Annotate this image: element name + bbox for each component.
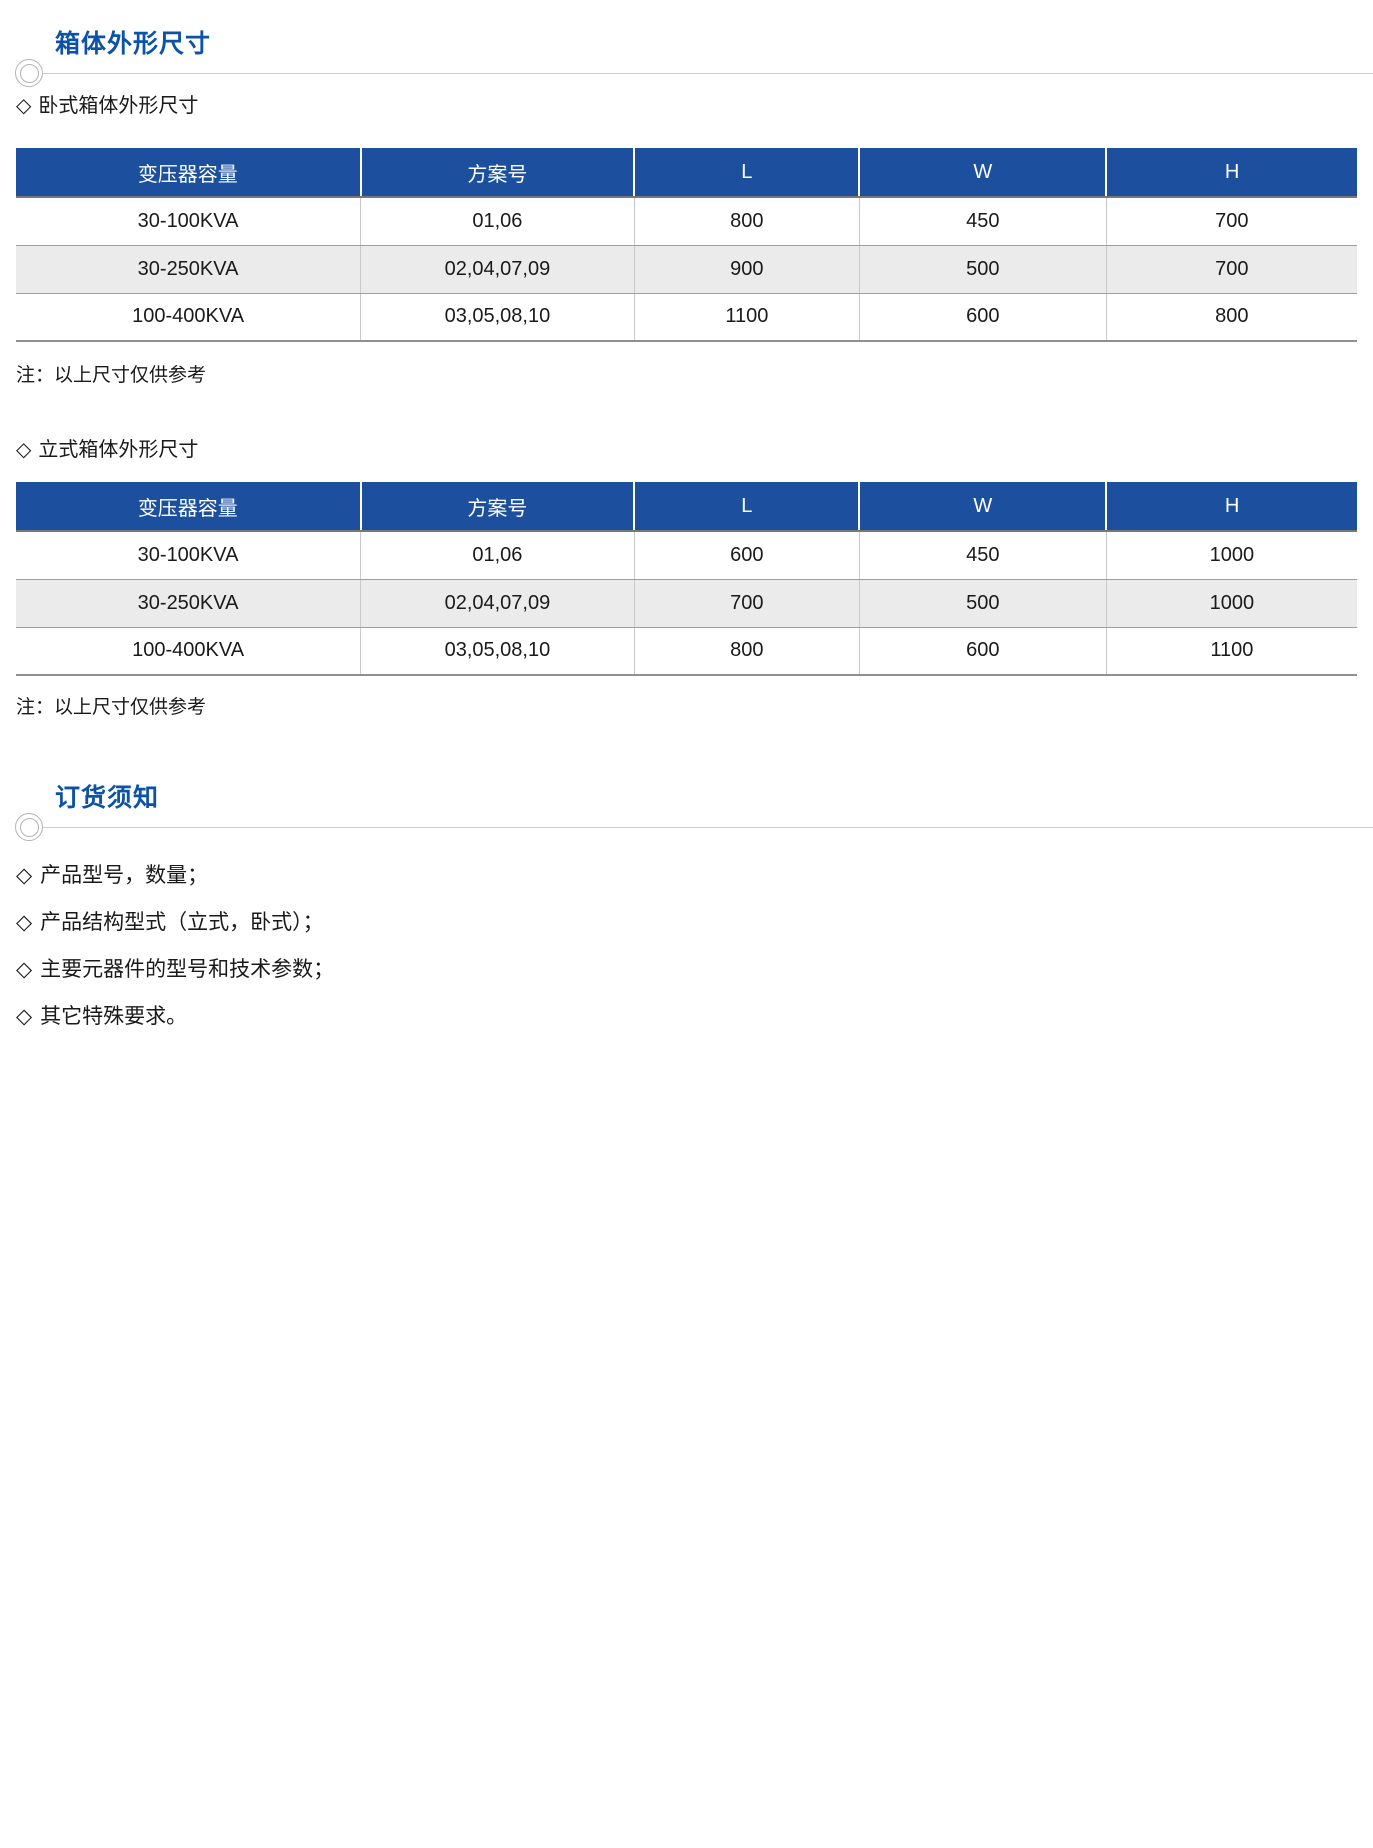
subsection-heading-label: 卧式箱体外形尺寸 — [38, 95, 199, 117]
cell-l: 800 — [634, 627, 860, 676]
table-row: 30-100KVA 01,06 800 450 700 — [16, 197, 1357, 246]
column-header-h: H — [1106, 482, 1357, 532]
table-row: 30-250KVA 02,04,07,09 700 500 1000 — [16, 579, 1357, 628]
cell-l: 1100 — [634, 293, 860, 342]
table-row: 100-400KVA 03,05,08,10 1100 600 800 — [16, 293, 1357, 342]
list-item-label: 产品型号，数量； — [40, 864, 209, 887]
table-header-row: 变压器容量 方案号 L W H — [16, 148, 1357, 198]
table-row: 100-400KVA 03,05,08,10 800 600 1100 — [16, 627, 1357, 676]
ring-icon — [15, 59, 43, 87]
diamond-icon: ◇ — [16, 864, 33, 887]
column-header-scheme: 方案号 — [360, 482, 636, 532]
cell-w: 500 — [859, 579, 1107, 628]
table-row: 30-100KVA 01,06 600 450 1000 — [16, 531, 1357, 580]
cell-scheme: 01,06 — [360, 531, 635, 580]
cell-capacity: 100-400KVA — [16, 627, 362, 676]
cell-capacity: 30-250KVA — [16, 245, 362, 294]
cell-capacity: 30-100KVA — [16, 531, 362, 580]
section-header-ordering: 订货须知 — [0, 784, 1373, 842]
cell-scheme: 03,05,08,10 — [360, 627, 635, 676]
diamond-icon: ◇ — [16, 95, 32, 117]
cell-w: 600 — [859, 293, 1107, 342]
ring-inner-icon — [19, 63, 39, 83]
column-header-scheme: 方案号 — [360, 148, 636, 198]
column-header-capacity: 变压器容量 — [16, 148, 362, 198]
vertical-dimensions-table: 变压器容量 方案号 L W H 30-100KVA 01,06 600 450 … — [16, 482, 1357, 676]
list-item-label: 产品结构型式（立式，卧式）； — [40, 911, 324, 934]
divider-line — [43, 72, 1373, 74]
column-header-capacity: 变压器容量 — [16, 482, 362, 532]
cell-l: 900 — [634, 245, 860, 294]
cell-capacity: 30-250KVA — [16, 579, 362, 628]
list-item: ◇ 产品型号，数量； — [16, 852, 1357, 899]
list-item-label: 其它特殊要求。 — [40, 1005, 188, 1028]
ordering-content: ◇ 产品型号，数量； ◇ 产品结构型式（立式，卧式）； ◇ 主要元器件的型号和技… — [0, 852, 1373, 1040]
section-divider — [0, 58, 1373, 88]
cell-h: 700 — [1106, 245, 1357, 294]
list-item: ◇ 产品结构型式（立式，卧式）； — [16, 899, 1357, 946]
subsection-heading-vertical: ◇ 立式箱体外形尺寸 — [16, 438, 1357, 462]
box-dimensions-content: ◇ 卧式箱体外形尺寸 变压器容量 方案号 L W H 30-100KVA 01,… — [0, 94, 1373, 720]
cell-h: 1100 — [1106, 627, 1357, 676]
cell-h: 1000 — [1106, 579, 1357, 628]
cell-scheme: 02,04,07,09 — [360, 579, 635, 628]
cell-h: 700 — [1106, 197, 1357, 246]
section-title-ordering: 订货须知 — [55, 784, 160, 812]
cell-scheme: 03,05,08,10 — [360, 293, 635, 342]
ring-inner-icon — [19, 817, 39, 837]
table-row: 30-250KVA 02,04,07,09 900 500 700 — [16, 245, 1357, 294]
cell-w: 600 — [859, 627, 1107, 676]
column-header-w: W — [859, 482, 1108, 532]
list-item: ◇ 主要元器件的型号和技术参数； — [16, 946, 1357, 993]
section-divider — [0, 812, 1373, 842]
cell-scheme: 01,06 — [360, 197, 635, 246]
divider-line — [43, 826, 1373, 828]
section-header-box-dimensions: 箱体外形尺寸 — [0, 0, 1373, 88]
table-note: 注：以上尺寸仅供参考 — [16, 365, 207, 386]
list-item: ◇ 其它特殊要求。 — [16, 993, 1357, 1040]
cell-h: 800 — [1106, 293, 1357, 342]
table-note: 注：以上尺寸仅供参考 — [16, 697, 207, 718]
cell-w: 450 — [859, 531, 1107, 580]
horizontal-dimensions-table: 变压器容量 方案号 L W H 30-100KVA 01,06 800 450 … — [16, 148, 1357, 342]
cell-w: 450 — [859, 197, 1107, 246]
ordering-list: ◇ 产品型号，数量； ◇ 产品结构型式（立式，卧式）； ◇ 主要元器件的型号和技… — [16, 852, 1357, 1040]
diamond-icon: ◇ — [16, 958, 33, 981]
column-header-w: W — [859, 148, 1108, 198]
diamond-icon: ◇ — [16, 439, 32, 461]
column-header-h: H — [1106, 148, 1357, 198]
column-header-l: L — [634, 148, 861, 198]
cell-scheme: 02,04,07,09 — [360, 245, 635, 294]
cell-capacity: 30-100KVA — [16, 197, 362, 246]
table-header-row: 变压器容量 方案号 L W H — [16, 482, 1357, 532]
cell-l: 600 — [634, 531, 860, 580]
cell-capacity: 100-400KVA — [16, 293, 362, 342]
cell-l: 700 — [634, 579, 860, 628]
ring-icon — [15, 813, 43, 841]
column-header-l: L — [634, 482, 861, 532]
subsection-heading-label: 立式箱体外形尺寸 — [38, 439, 199, 461]
diamond-icon: ◇ — [16, 911, 33, 934]
diamond-icon: ◇ — [16, 1005, 33, 1028]
cell-h: 1000 — [1106, 531, 1357, 580]
list-item-label: 主要元器件的型号和技术参数； — [40, 958, 335, 981]
section-title-box-dimensions: 箱体外形尺寸 — [55, 30, 212, 58]
cell-l: 800 — [634, 197, 860, 246]
subsection-heading-horizontal: ◇ 卧式箱体外形尺寸 — [16, 94, 1357, 118]
cell-w: 500 — [859, 245, 1107, 294]
